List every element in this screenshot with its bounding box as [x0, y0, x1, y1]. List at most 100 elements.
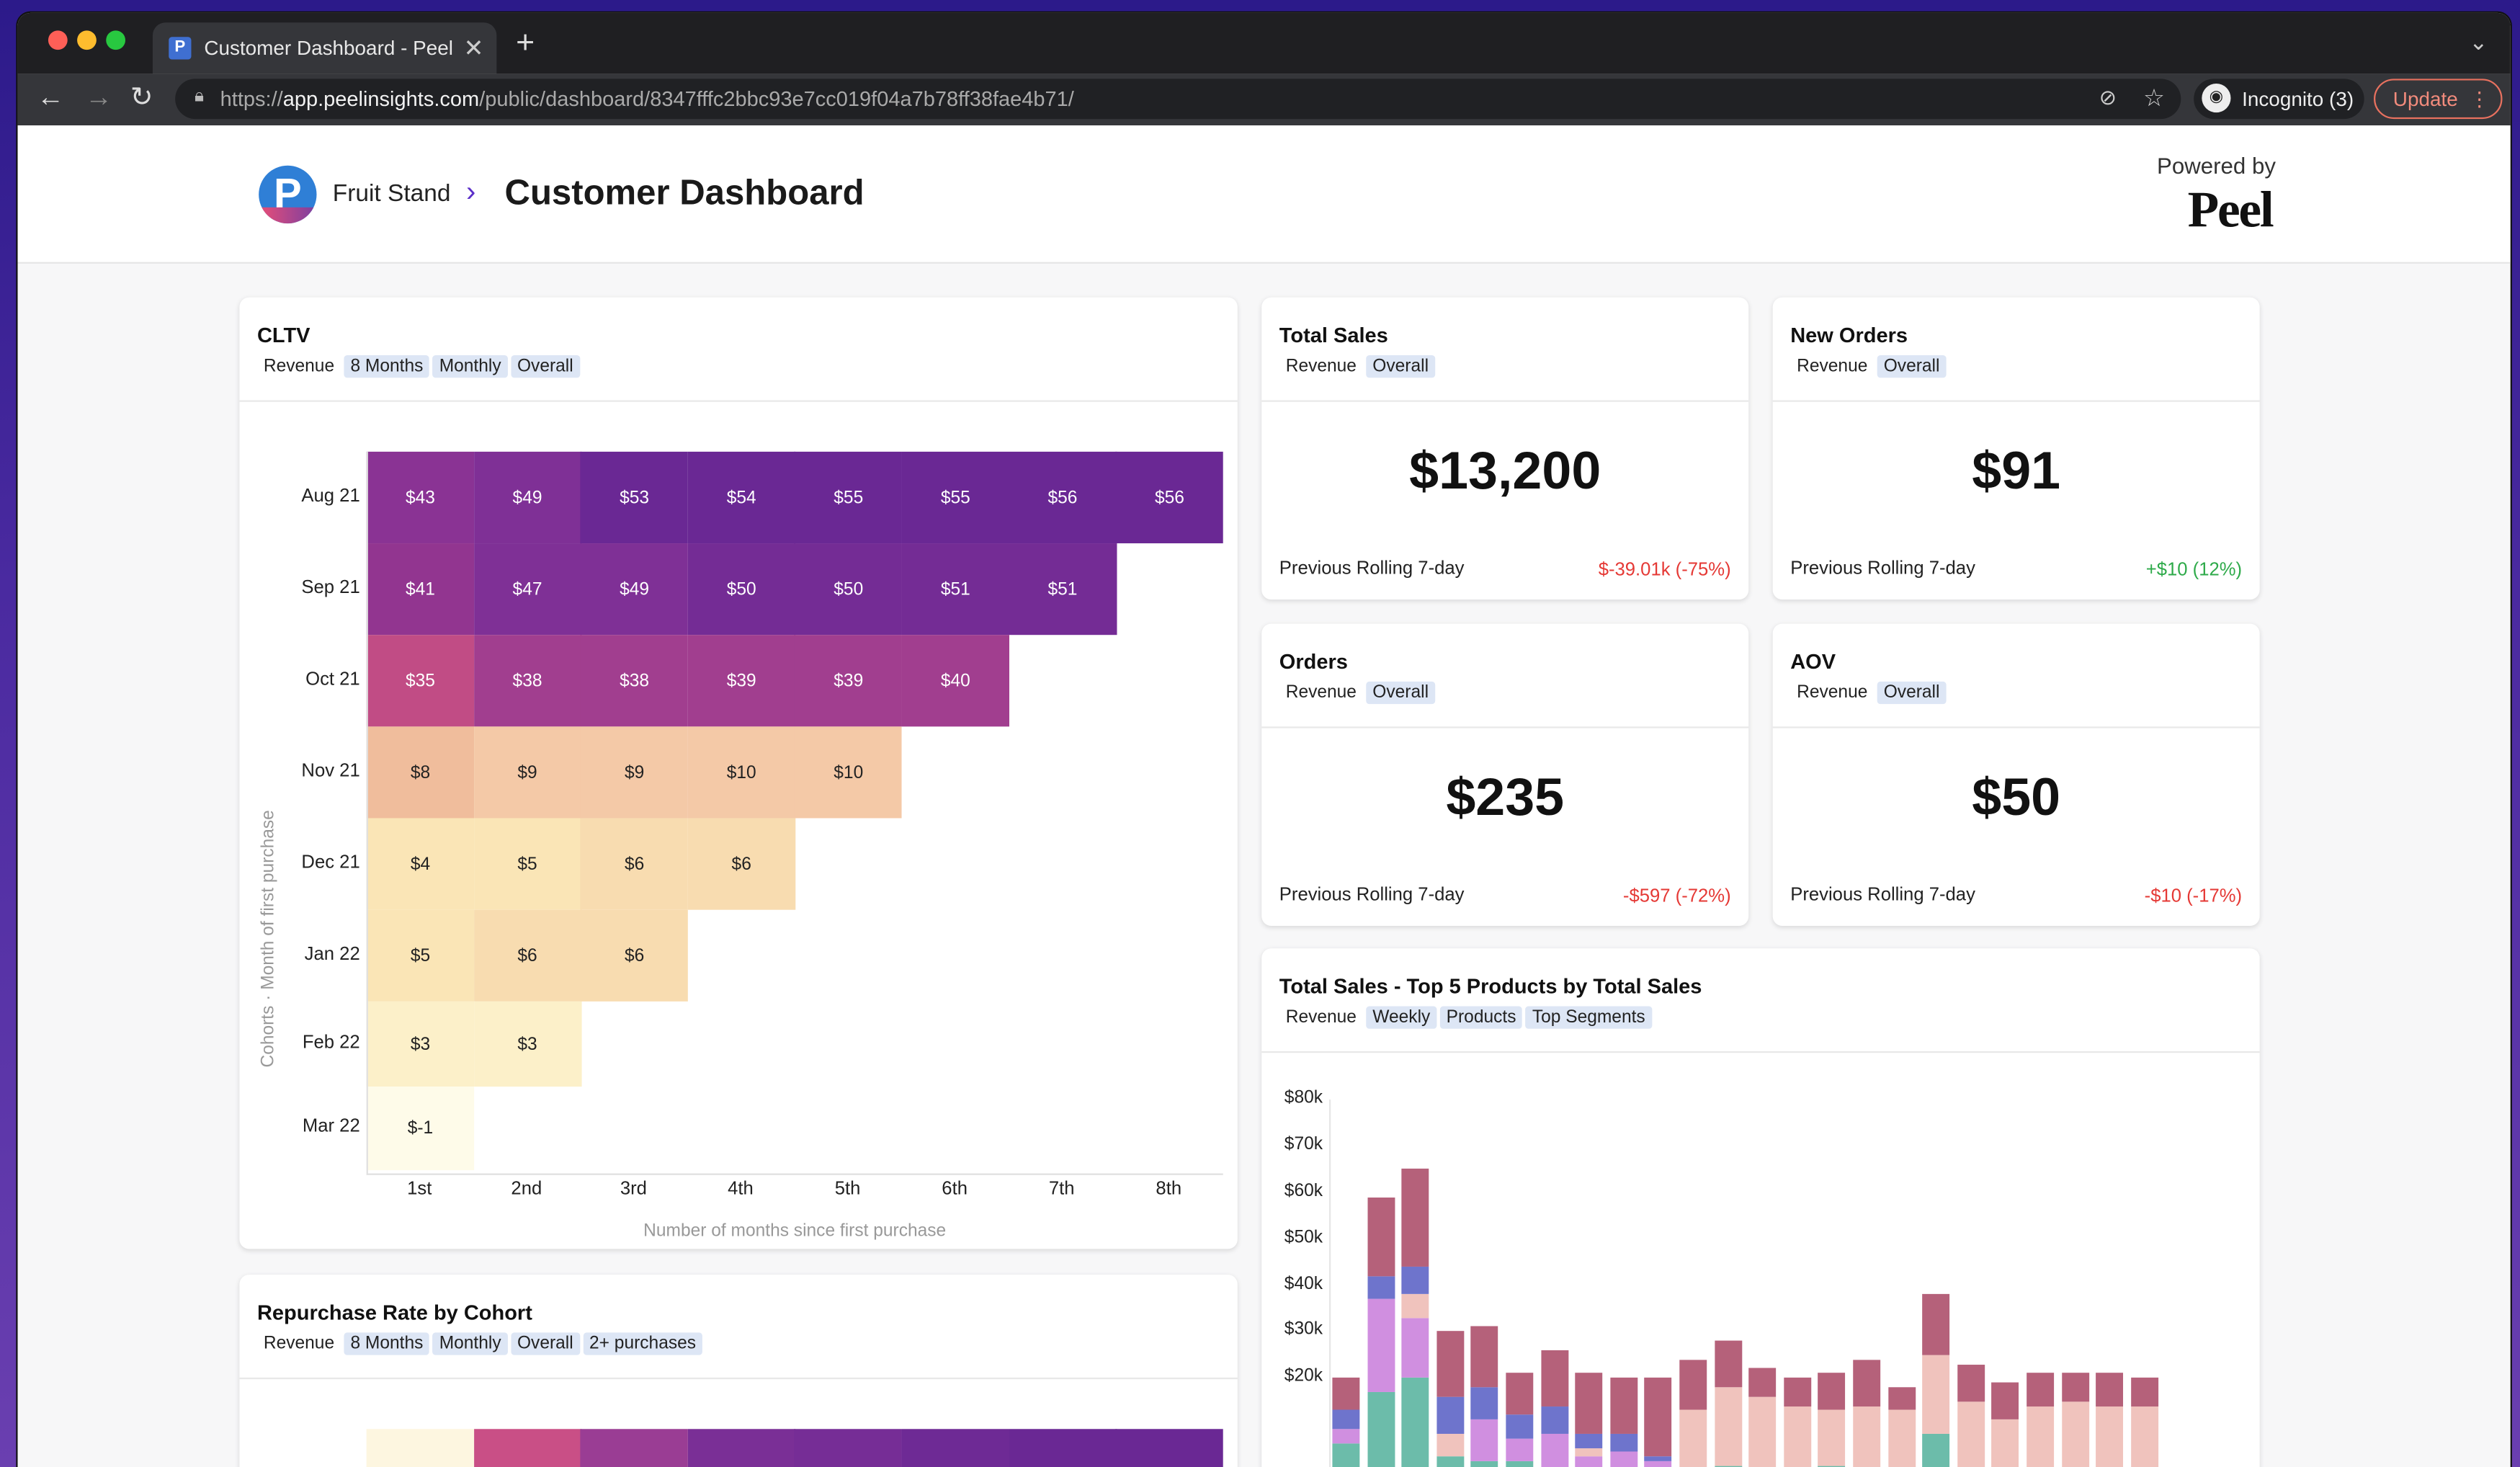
divider: [1772, 400, 2260, 402]
filter-tag[interactable]: Overall: [1366, 355, 1435, 378]
heatmap-cell: $10: [794, 726, 903, 819]
reload-icon[interactable]: ↻: [130, 81, 153, 113]
powered-by-label: Powered by: [2157, 152, 2276, 179]
address-bar[interactable]: 🔒︎ https://app.peelinsights.com/public/d…: [175, 79, 2181, 120]
filter-tag[interactable]: Monthly: [432, 355, 508, 378]
filter-tag[interactable]: Revenue: [1285, 357, 1357, 377]
y-tick-label: $60k: [1284, 1181, 1323, 1200]
back-arrow-icon[interactable]: ←: [37, 81, 65, 113]
filter-tag[interactable]: Products: [1439, 1006, 1523, 1029]
heatmap-cell: $6: [473, 909, 581, 1002]
top-products-card: Total Sales - Top 5 Products by Total Sa…: [1261, 948, 2260, 1467]
maximize-window-button[interactable]: [106, 30, 126, 50]
filter-tag[interactable]: Overall: [511, 355, 580, 378]
bar-segment: [1991, 1419, 2019, 1467]
filter-tag[interactable]: Revenue: [1285, 1007, 1357, 1027]
bar-segment: [1471, 1326, 1499, 1388]
y-tick-label: $80k: [1284, 1088, 1323, 1108]
bar-segment: [1887, 1410, 1916, 1467]
comparison-label: Previous Rolling 7-day: [1279, 559, 1465, 579]
bar-segment: [1645, 1461, 1673, 1467]
close-tab-icon[interactable]: ✕: [463, 35, 484, 63]
heatmap-cell: $56: [1009, 451, 1117, 544]
kpi-value: $91: [1972, 440, 2061, 500]
kpi-card: New Orders Revenue Overall $91 Previous Roll…: [1772, 297, 2260, 600]
bar-segment: [1575, 1433, 1603, 1448]
bar-segment: [1506, 1461, 1534, 1467]
close-window-button[interactable]: [48, 30, 68, 50]
filter-tag[interactable]: Monthly: [432, 1332, 508, 1355]
filter-tag[interactable]: Revenue: [1797, 683, 1868, 703]
card-title: AOV: [1790, 649, 1836, 674]
kpi-value: $235: [1446, 767, 1565, 826]
incognito-indicator[interactable]: ◉ Incognito (3): [2194, 79, 2364, 120]
heatmap-cell: [901, 1429, 1010, 1467]
filter-tag[interactable]: Revenue: [1285, 683, 1357, 703]
breadcrumb[interactable]: Fruit Stand: [332, 179, 451, 208]
comparison-label: Previous Rolling 7-day: [1790, 886, 1975, 905]
cltv-heatmap: Aug 21 $43 $49 $53 $54 $55 $55 $56 $56 Sep 21 $41 $…: [239, 298, 1237, 1249]
browser-tab[interactable]: P Customer Dashboard - Peel ✕: [152, 22, 497, 74]
card-tags: Revenue Overall: [1279, 681, 1439, 705]
new-tab-icon[interactable]: +: [516, 25, 535, 61]
filter-tag[interactable]: 8 Months: [344, 355, 430, 378]
card-title: Orders: [1279, 649, 1348, 674]
x-axis-label: Number of months since first purchase: [643, 1221, 947, 1241]
bar-segment: [1818, 1466, 1846, 1467]
heatmap-cell: $50: [687, 543, 796, 636]
chevron-right-icon: ›: [465, 175, 476, 208]
bookmark-star-icon[interactable]: ☆: [2143, 85, 2166, 113]
bar-segment: [1645, 1378, 1673, 1457]
update-button[interactable]: Update ⋮: [2374, 79, 2503, 120]
bar-segment: [1887, 1387, 1916, 1411]
eye-slash-icon[interactable]: ⊘: [2099, 85, 2117, 110]
y-tick-label: $70k: [1284, 1134, 1323, 1154]
card-tags: Revenue Overall: [1790, 681, 1949, 705]
heatmap-cell: $55: [901, 451, 1010, 544]
filter-tag[interactable]: Overall: [511, 1332, 580, 1355]
heatmap-cell: $6: [580, 818, 689, 910]
x-axis-line: [366, 1173, 1223, 1175]
tab-search-chevron-icon[interactable]: ⌄: [2469, 29, 2488, 55]
bar-segment: [1575, 1373, 1603, 1434]
divider: [1772, 726, 2260, 728]
forward-arrow-icon[interactable]: →: [85, 81, 113, 113]
heatmap-cell: $9: [473, 726, 581, 819]
delta-value: $-39.01k (-75%): [1598, 561, 1731, 581]
filter-tag[interactable]: Revenue: [1797, 357, 1868, 377]
cltv-card: CLTV Revenue 8 Months Monthly Overall Aug 2…: [239, 297, 1238, 1249]
heatmap-cell: $55: [794, 451, 903, 544]
bar-segment: [1506, 1438, 1534, 1462]
minimize-window-button[interactable]: [77, 30, 97, 50]
filter-tag[interactable]: Overall: [1366, 681, 1435, 705]
bar-segment: [1853, 1359, 1881, 1406]
bar-segment: [1957, 1401, 1985, 1467]
y-tick-label: $30k: [1284, 1320, 1323, 1340]
y-tick-label: $40k: [1284, 1273, 1323, 1293]
heatmap-cell: [580, 1429, 689, 1467]
heatmap-cell: $49: [473, 451, 581, 544]
filter-tag[interactable]: 2+ purchases: [583, 1332, 702, 1355]
filter-tag[interactable]: Overall: [1877, 355, 1947, 378]
filter-tag[interactable]: 8 Months: [344, 1332, 430, 1355]
update-label: Update: [2392, 88, 2458, 111]
bar-segment: [1714, 1466, 1742, 1467]
heatmap-cell: [1009, 1429, 1117, 1467]
bar-segment: [1609, 1452, 1637, 1467]
stacked-bar-chart: $80k $70k $60k $50k $40k $30k $20k: [1261, 948, 2259, 1467]
filter-tag[interactable]: Overall: [1877, 681, 1947, 705]
bar-segment: [2027, 1373, 2055, 1406]
filter-tag[interactable]: Revenue: [263, 1334, 335, 1354]
heatmap-cell: $5: [473, 818, 581, 910]
card-tags: Revenue 8 Months Monthly Overall: [257, 355, 583, 378]
heatmap-cell: $5: [366, 909, 475, 1002]
bar-segment: [1506, 1414, 1534, 1439]
filter-tag[interactable]: Revenue: [263, 357, 335, 377]
filter-tag[interactable]: Top Segments: [1525, 1006, 1652, 1029]
row-label: Dec 21: [301, 852, 360, 873]
bar-segment: [2061, 1401, 2089, 1467]
filter-tag[interactable]: Weekly: [1366, 1006, 1437, 1029]
bar-segment: [1645, 1456, 1673, 1462]
bar-segment: [1401, 1378, 1429, 1467]
heatmap-cell: $4: [366, 818, 475, 910]
